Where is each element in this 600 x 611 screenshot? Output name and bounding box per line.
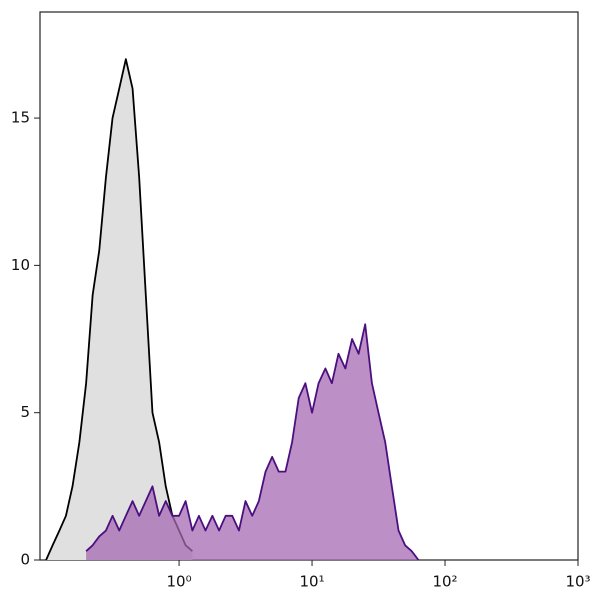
- histogram-line: [85, 323, 420, 561]
- x-tick-label: 10¹: [299, 573, 324, 591]
- histogram-line: [45, 58, 194, 561]
- y-tick-label: 10: [11, 256, 30, 274]
- y-tick-label: 5: [20, 403, 30, 421]
- histogram-fill: [86, 324, 419, 560]
- y-tick-label: 0: [20, 551, 30, 569]
- x-tick-label: 10³: [565, 573, 590, 591]
- histogram-fill: [46, 59, 193, 561]
- x-tick-label: 10²: [432, 573, 457, 591]
- plot-area: [45, 58, 420, 561]
- x-tick-label: 10⁰: [167, 573, 192, 591]
- y-tick-label: 15: [11, 109, 30, 127]
